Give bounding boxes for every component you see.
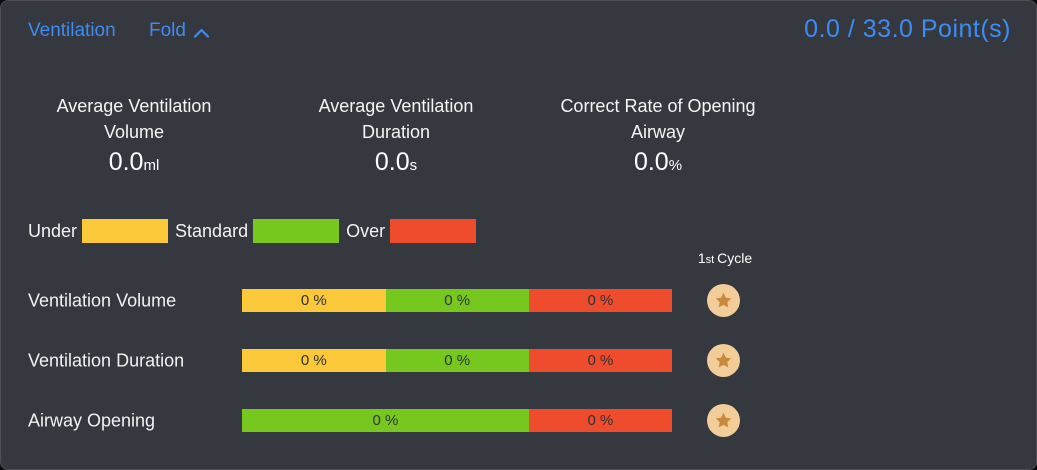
stat-value: 0.0% <box>633 148 683 176</box>
bar-ventilation-volume: 0 % 0 % 0 % <box>242 289 672 312</box>
row-label: Ventilation Volume <box>28 290 177 310</box>
fold-label: Fold <box>149 20 186 41</box>
star-icon <box>715 352 732 368</box>
legend-swatch-under <box>82 219 169 243</box>
bar-segment-under: 0 % <box>242 349 386 372</box>
legend-label-over: Over <box>346 220 386 241</box>
bar-ventilation-duration: 0 % 0 % 0 % <box>242 349 672 372</box>
stat-unit: % <box>668 157 683 174</box>
stat-value: 0.0ml <box>108 148 160 176</box>
stat-label: Average Ventilation Volume <box>56 96 212 142</box>
legend-swatch-standard <box>253 219 340 243</box>
bar-segment-standard: 0 % <box>385 289 529 312</box>
cycle-star-badge <box>707 344 740 377</box>
stat-label: Average Ventilation Duration <box>318 96 474 142</box>
bar-segment-over: 0 % <box>528 409 672 432</box>
row-ventilation-volume: Ventilation Volume 0 % 0 % 0 % <box>28 284 1009 317</box>
bar-segment-over: 0 % <box>528 349 672 372</box>
cycle-header: 1st Cycle <box>697 250 753 266</box>
row-ventilation-duration: Ventilation Duration 0 % 0 % 0 % <box>28 344 1009 377</box>
stats-row: Average Ventilation Volume 0.0ml Average… <box>3 93 789 177</box>
stat-unit: s <box>409 157 418 174</box>
points-total: 0.0 / 33.0 Point(s) <box>804 15 1011 43</box>
legend: Under Standard Over <box>28 219 477 243</box>
panel-title: Ventilation <box>28 20 116 41</box>
legend-label-standard: Standard <box>175 220 249 241</box>
cycle-star-badge <box>707 404 740 437</box>
stat-unit: ml <box>143 157 160 174</box>
stat-average-ventilation-volume: Average Ventilation Volume 0.0ml <box>3 93 265 177</box>
stat-label: Correct Rate of Opening Airway <box>560 96 756 142</box>
bar-segment-under: 0 % <box>242 289 386 312</box>
row-label: Ventilation Duration <box>28 350 185 370</box>
bar-segment-standard: 0 % <box>242 409 529 432</box>
stat-average-ventilation-duration: Average Ventilation Duration 0.0s <box>265 93 527 177</box>
row-label: Airway Opening <box>28 410 156 430</box>
stat-value: 0.0s <box>374 148 418 176</box>
legend-label-under: Under <box>28 220 78 241</box>
cycle-star-badge <box>707 284 740 317</box>
fold-toggle[interactable]: Fold <box>149 20 210 42</box>
bar-airway-opening: 0 % 0 % <box>242 409 672 432</box>
bar-segment-over: 0 % <box>528 289 672 312</box>
legend-swatch-over <box>390 219 477 243</box>
row-airway-opening: Airway Opening 0 % 0 % <box>28 404 1009 437</box>
star-icon <box>715 412 732 428</box>
chevron-up-icon <box>193 28 210 38</box>
star-icon <box>715 292 732 308</box>
stat-correct-rate-opening-airway: Correct Rate of Opening Airway 0.0% <box>527 93 789 177</box>
bar-segment-standard: 0 % <box>385 349 529 372</box>
